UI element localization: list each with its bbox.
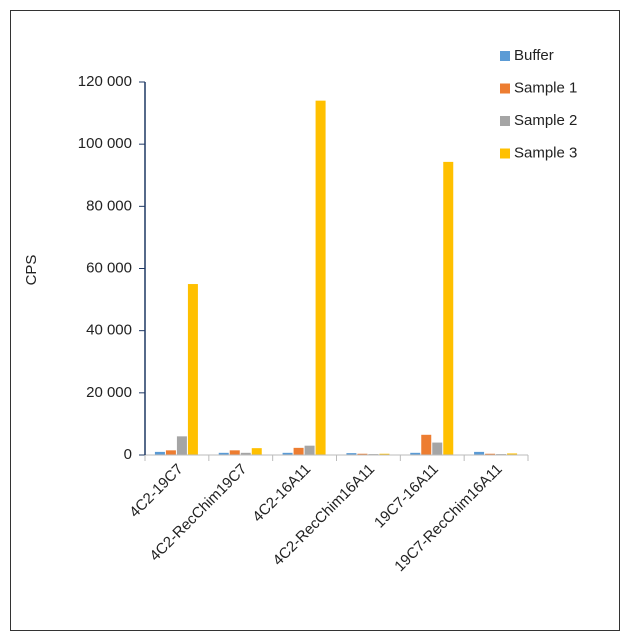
bar — [187, 284, 198, 455]
y-axis-label: CPS — [23, 255, 40, 286]
y-tick-label: 80 000 — [86, 197, 132, 214]
bar — [218, 452, 229, 455]
bar — [443, 161, 454, 456]
bar — [421, 434, 432, 455]
legend-label: Sample 1 — [514, 79, 577, 96]
bar — [346, 453, 357, 455]
bar — [507, 453, 518, 455]
legend-label: Buffer — [514, 47, 554, 64]
y-tick-label: 60 000 — [86, 259, 132, 276]
y-tick-label: 40 000 — [86, 322, 132, 339]
bar — [251, 448, 262, 455]
bar — [240, 452, 251, 455]
legend-swatch — [500, 51, 510, 61]
y-tick-label: 100 000 — [78, 135, 132, 152]
bar — [485, 453, 496, 455]
y-tick-label: 20 000 — [86, 384, 132, 401]
bar — [315, 100, 326, 456]
bar — [229, 450, 240, 455]
y-tick-label: 120 000 — [78, 73, 132, 90]
legend-label: Sample 3 — [514, 144, 577, 161]
bar — [293, 447, 304, 455]
legend-swatch — [500, 83, 510, 94]
bar — [410, 452, 421, 455]
bar — [165, 450, 176, 455]
bar — [357, 453, 368, 455]
bar — [176, 436, 187, 455]
bar — [432, 442, 443, 455]
y-tick-label: 0 — [124, 446, 132, 463]
legend-swatch — [500, 116, 510, 126]
bar — [154, 451, 165, 455]
legend-swatch — [500, 148, 510, 159]
bar — [379, 453, 390, 455]
bar — [474, 451, 485, 455]
legend-label: Sample 2 — [514, 112, 577, 129]
bar — [304, 445, 315, 455]
chart-frame — [10, 10, 620, 631]
bar — [282, 452, 293, 455]
